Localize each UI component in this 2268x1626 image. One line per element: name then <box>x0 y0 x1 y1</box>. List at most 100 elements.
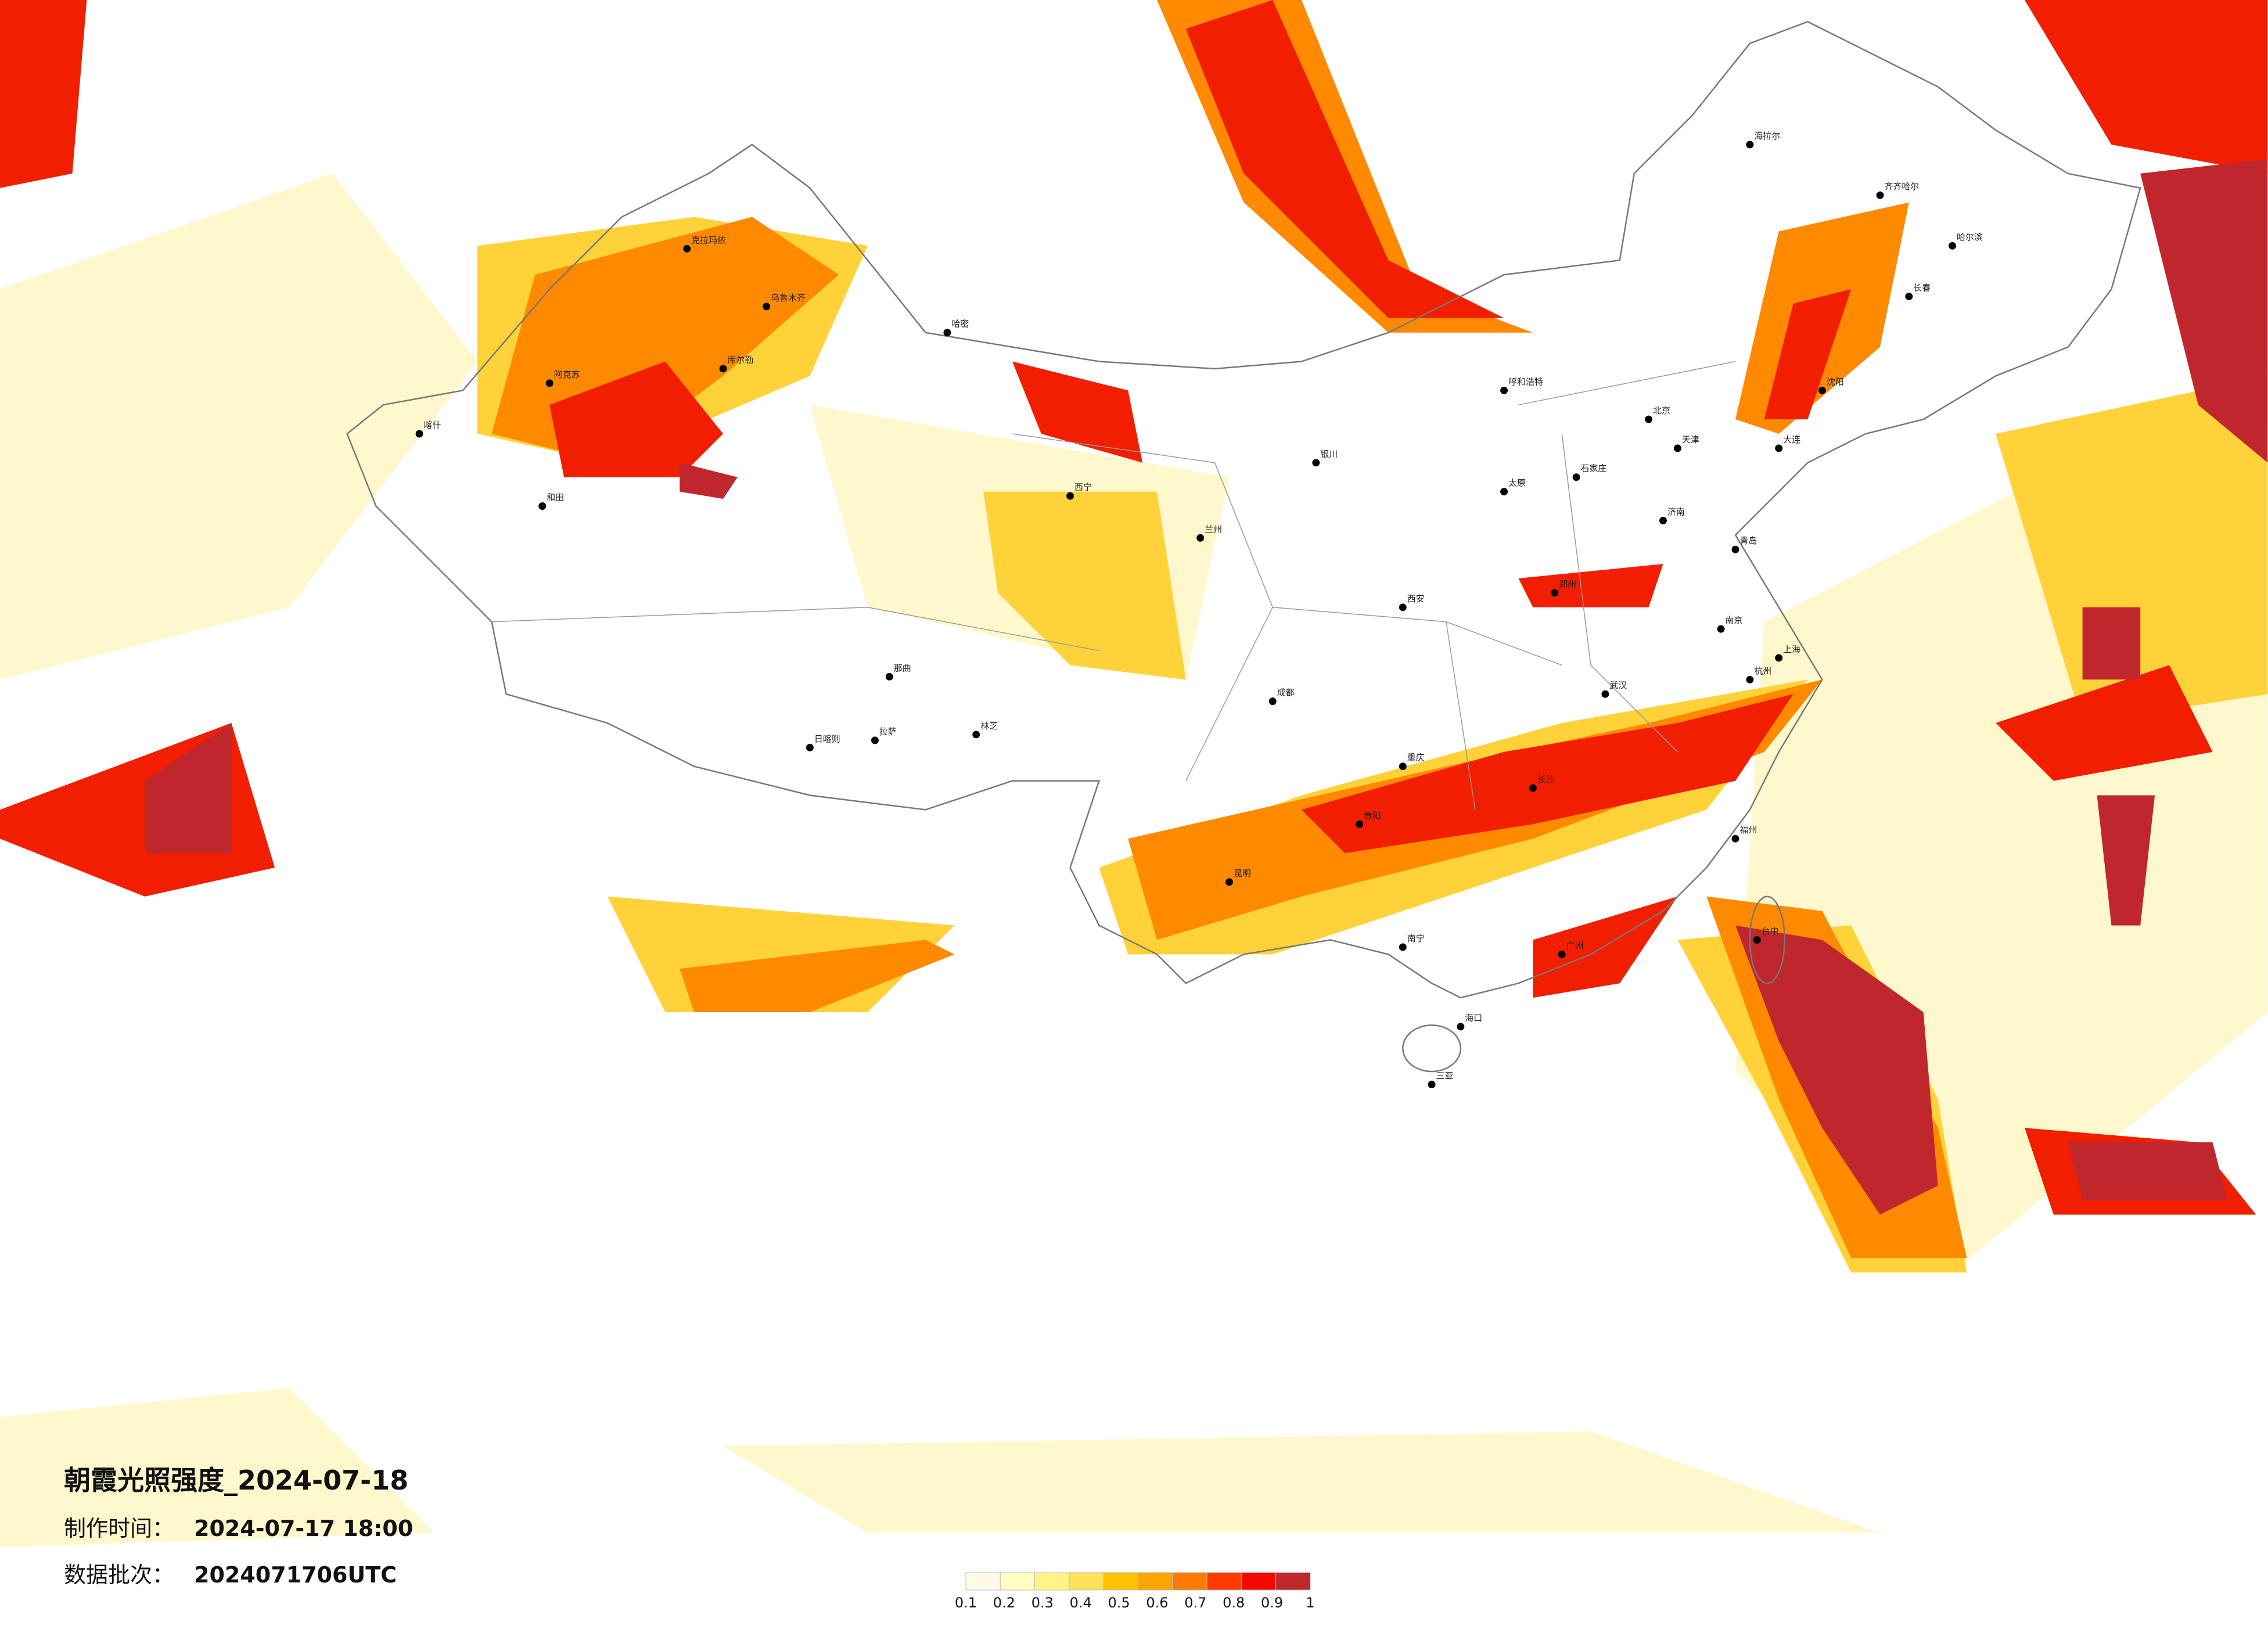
city-label: 海口 <box>1465 1013 1482 1023</box>
batch-label: 数据批次： <box>64 1562 174 1588</box>
city-dot <box>1225 878 1233 886</box>
legend-tick-label: 0.4 <box>1070 1595 1092 1611</box>
city-label: 广州 <box>1566 940 1584 951</box>
city-label: 郑州 <box>1559 579 1576 589</box>
city-label: 武汉 <box>1609 680 1627 690</box>
city-dot <box>1428 1081 1436 1088</box>
city-dot <box>1399 943 1407 951</box>
city-dot <box>943 329 951 337</box>
city-label: 南宁 <box>1407 933 1425 944</box>
city-dot <box>1659 516 1667 524</box>
city-dot <box>415 430 423 438</box>
legend-tick-label: 0.6 <box>1146 1595 1168 1611</box>
city-label: 济南 <box>1667 506 1685 517</box>
city-label: 拉萨 <box>879 726 897 737</box>
legend-swatch <box>1172 1572 1207 1591</box>
city-dot <box>1905 292 1913 300</box>
city-label: 喀什 <box>424 420 441 430</box>
city-dot <box>1312 459 1320 467</box>
city-dot <box>1196 534 1205 542</box>
city-label: 上海 <box>1783 644 1800 654</box>
city-label: 和田 <box>547 492 564 503</box>
city-dot <box>1399 762 1407 771</box>
city-dot <box>1558 950 1566 958</box>
city-label: 福州 <box>1739 825 1757 835</box>
city-label: 乌鲁木齐 <box>771 293 806 303</box>
legend-swatch <box>1275 1572 1311 1591</box>
legend-swatch <box>1206 1572 1242 1591</box>
city-dot <box>1775 444 1783 452</box>
city-label: 重庆 <box>1407 753 1425 763</box>
city-label: 贵阳 <box>1364 810 1381 821</box>
city-label: 三亚 <box>1436 1071 1454 1081</box>
city-label: 那曲 <box>894 663 911 673</box>
legend-tick-label: 0.7 <box>1184 1595 1206 1611</box>
legend-tick-label: 0.1 <box>955 1595 977 1611</box>
city-dot <box>1601 690 1609 698</box>
batch: 2024071706UTC <box>194 1562 397 1588</box>
legend-swatch <box>1069 1572 1104 1591</box>
city-label: 克拉玛依 <box>691 235 726 245</box>
city-dot <box>972 731 980 739</box>
city-dot <box>1500 488 1508 496</box>
city-label: 林芝 <box>980 721 998 731</box>
city-dot <box>806 743 814 751</box>
city-dot <box>1775 654 1783 662</box>
city-label: 银川 <box>1320 449 1338 459</box>
city-dot <box>871 736 879 744</box>
city-dot <box>1500 386 1508 394</box>
made-label: 制作时间： <box>64 1516 174 1541</box>
city-label: 库尔勒 <box>727 355 753 365</box>
city-dot <box>1746 141 1754 149</box>
island-border <box>1402 1024 1462 1073</box>
legend-swatch <box>1103 1572 1138 1591</box>
city-dot <box>1818 386 1826 394</box>
city-label: 青岛 <box>1739 535 1757 546</box>
city-label: 哈尔滨 <box>1957 232 1983 242</box>
legend-swatch <box>1000 1572 1036 1591</box>
city-label: 石家庄 <box>1581 463 1607 474</box>
city-label: 天津 <box>1682 434 1699 445</box>
city-dot <box>1753 936 1761 944</box>
province-border <box>491 361 1736 810</box>
city-label: 西安 <box>1407 593 1425 604</box>
city-label: 阿克苏 <box>554 369 580 380</box>
city-dot <box>1876 191 1884 199</box>
legend-swatch <box>965 1572 1001 1591</box>
legend-swatch <box>1138 1572 1173 1591</box>
city-dot <box>1551 589 1559 597</box>
city-label: 太原 <box>1508 478 1526 488</box>
legend-tick-label: 0.5 <box>1108 1595 1130 1611</box>
city-dot <box>1717 625 1725 633</box>
city-dot <box>763 303 771 311</box>
city-dot <box>1746 675 1754 684</box>
city-label: 台中 <box>1762 926 1779 937</box>
city-dot <box>1731 834 1739 843</box>
legend-tick-label: 0.3 <box>1031 1595 1054 1611</box>
city-dot <box>1356 820 1364 828</box>
city-dot <box>885 672 893 681</box>
made-time: 2024-07-17 18:00 <box>194 1516 413 1541</box>
city-label: 西宁 <box>1074 482 1092 492</box>
city-dot <box>1572 473 1580 481</box>
city-label: 杭州 <box>1754 665 1771 676</box>
city-dot <box>1673 444 1681 452</box>
city-label: 日喀则 <box>814 733 840 744</box>
title: 朝霞光照强度_2024-07-18 <box>64 1465 408 1496</box>
city-dot <box>545 379 553 387</box>
legend-swatch <box>1034 1572 1070 1591</box>
city-dot <box>1645 415 1653 423</box>
legend-tick-label: 1 <box>1306 1595 1314 1611</box>
city-label: 呼和浩特 <box>1508 376 1543 387</box>
island-border <box>1749 895 1785 984</box>
city-label: 沈阳 <box>1827 376 1844 387</box>
city-dot <box>1066 492 1074 500</box>
city-label: 北京 <box>1653 405 1670 416</box>
city-label: 大连 <box>1783 434 1800 445</box>
city-dot <box>1731 545 1739 553</box>
city-dot <box>1949 242 1956 250</box>
city-label: 昆明 <box>1234 868 1251 879</box>
color-legend: 0.1 0.2 0.3 0.4 0.5 0.6 0.7 0.8 0.9 1 <box>955 1572 1315 1611</box>
